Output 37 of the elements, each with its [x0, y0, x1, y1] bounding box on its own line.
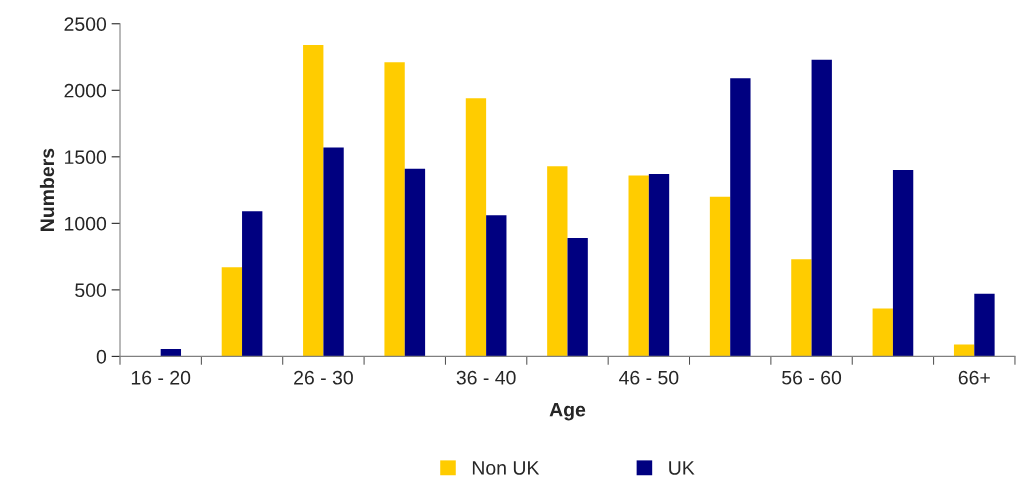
x-tick-label: 46 - 50 — [619, 370, 679, 385]
x-axis-title: Age — [549, 402, 586, 421]
bar — [384, 62, 405, 357]
y-tick-label: 1500 — [65, 150, 107, 165]
bar — [323, 147, 344, 357]
legend-label: Non UK — [472, 461, 540, 475]
x-tick-label: 26 - 30 — [294, 370, 353, 385]
x-tick-label: 36 - 40 — [456, 370, 516, 385]
x-tick-label: 16 - 20 — [131, 370, 191, 385]
legend-label: UK — [669, 461, 695, 475]
bar — [811, 59, 832, 357]
x-tick-label: 66+ — [958, 370, 990, 385]
y-tick-label: 2000 — [64, 83, 107, 98]
bar — [872, 308, 893, 357]
bar — [567, 237, 588, 357]
bar — [221, 267, 243, 357]
bar — [892, 170, 914, 357]
bar — [628, 175, 649, 357]
bar — [465, 98, 487, 357]
bar — [648, 174, 670, 357]
bar — [974, 293, 995, 357]
y-axis-title: Numbers — [39, 148, 55, 231]
bar — [791, 259, 812, 357]
y-tick-label: 2500 — [64, 17, 107, 31]
bar — [953, 344, 975, 357]
y-tick-label: 0 — [96, 349, 107, 364]
bar — [709, 196, 731, 357]
x-tick-label: 56 - 60 — [782, 370, 842, 385]
bar — [242, 211, 263, 357]
bar — [303, 45, 324, 357]
bar — [486, 215, 507, 357]
y-tick-label: 1000 — [65, 216, 107, 231]
bar — [160, 349, 182, 357]
bar — [730, 78, 751, 357]
y-tick-label: 500 — [75, 283, 107, 298]
bar — [404, 168, 426, 357]
bar — [547, 166, 568, 357]
